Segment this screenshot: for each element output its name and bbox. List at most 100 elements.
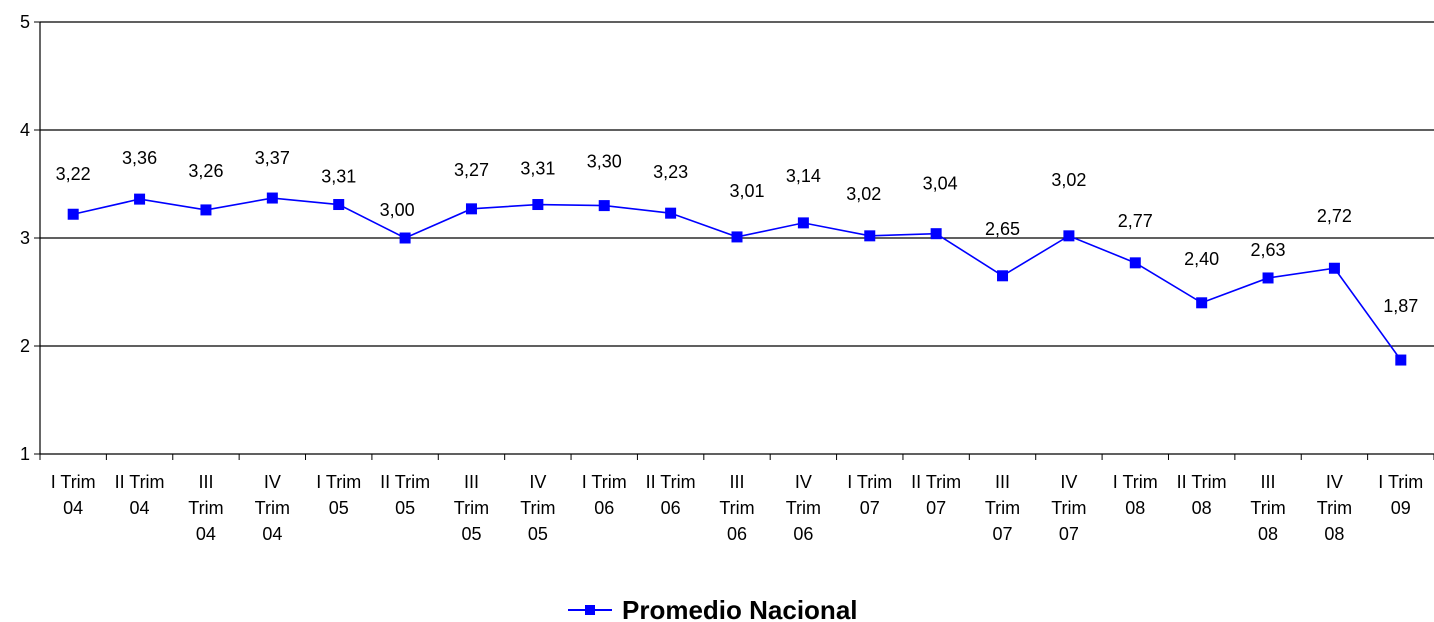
legend-marker-icon — [585, 605, 595, 615]
data-point — [266, 192, 278, 204]
data-labels: 3,22 3,36 3,26 3,37 3,31 3,00 3,27 3,31 3,30 3,23… — [56, 148, 1419, 316]
data-point — [333, 199, 345, 211]
x-tick-label: I Trim 08 — [1113, 472, 1158, 518]
data-label: 3,00 — [380, 200, 415, 220]
x-tick-label-line: Trim — [1051, 498, 1086, 518]
y-tick-label: 2 — [20, 336, 30, 356]
x-tick-label-line: 07 — [860, 498, 880, 518]
x-tick-label-line: I Trim — [847, 472, 892, 492]
x-tick-label-line: Trim — [1317, 498, 1352, 518]
x-tick-label: III Trim 04 — [188, 472, 223, 544]
x-tick-label-line: IV — [795, 472, 812, 492]
data-point — [665, 207, 677, 219]
x-tick-label-line: 08 — [1192, 498, 1212, 518]
x-tick-label: III Trim 05 — [454, 472, 489, 544]
x-tick-label: III Trim 06 — [719, 472, 754, 544]
x-tick-label-line: IV — [1326, 472, 1343, 492]
x-tick-label-line: I Trim — [1113, 472, 1158, 492]
data-point — [399, 232, 411, 244]
x-tick-label: III Trim 07 — [985, 472, 1020, 544]
x-tick-label-line: III — [464, 472, 479, 492]
x-tick-label-line: I Trim — [1378, 472, 1423, 492]
x-tick-label: IV Trim 05 — [520, 472, 555, 544]
data-label: 2,65 — [985, 219, 1020, 239]
data-point — [997, 270, 1009, 282]
data-point — [797, 217, 809, 229]
y-tick-label: 3 — [20, 228, 30, 248]
data-label: 3,22 — [56, 164, 91, 184]
data-label: 3,01 — [729, 181, 764, 201]
data-label: 3,02 — [846, 184, 881, 204]
x-tick-label-line: Trim — [255, 498, 290, 518]
legend: Promedio Nacional — [568, 595, 858, 622]
x-tick-label: I Trim 04 — [51, 472, 96, 518]
x-tick-label-line: 08 — [1258, 524, 1278, 544]
legend-label: Promedio Nacional — [622, 595, 858, 622]
x-tick-label-line: 08 — [1125, 498, 1145, 518]
x-tick-label-line: 07 — [993, 524, 1013, 544]
data-label: 3,26 — [188, 161, 223, 181]
data-label: 3,36 — [122, 148, 157, 168]
data-label: 2,72 — [1317, 206, 1352, 226]
x-tick-label-line: I Trim — [51, 472, 96, 492]
series-promedio-nacional — [67, 192, 1407, 366]
x-tick-label-line: 05 — [395, 498, 415, 518]
x-tick-label: I Trim 05 — [316, 472, 361, 518]
data-label: 3,27 — [454, 160, 489, 180]
data-label: 1,87 — [1383, 296, 1418, 316]
data-point — [532, 199, 544, 211]
x-tick-label-line: III — [198, 472, 213, 492]
x-tick-label-line: Trim — [454, 498, 489, 518]
x-tick-label: II Trim 07 — [911, 472, 961, 518]
x-tick-label-line: 04 — [63, 498, 83, 518]
data-label: 3,04 — [923, 174, 958, 194]
data-point — [1196, 297, 1208, 309]
data-label: 3,14 — [786, 166, 821, 186]
x-tick-label: IV Trim 04 — [255, 472, 290, 544]
x-tick-label-line: II Trim — [1177, 472, 1227, 492]
data-point — [1262, 272, 1274, 284]
data-point — [1328, 262, 1340, 274]
x-tick-label-line: IV — [264, 472, 281, 492]
x-tick-label-line: 08 — [1324, 524, 1344, 544]
x-tick-label-line: II Trim — [911, 472, 961, 492]
data-label: 3,30 — [587, 152, 622, 172]
x-tick-label-line: 06 — [594, 498, 614, 518]
data-point — [200, 204, 212, 216]
data-point — [864, 230, 876, 242]
x-tick-label-line: Trim — [985, 498, 1020, 518]
x-tick-label-line: Trim — [786, 498, 821, 518]
x-tick-label: I Trim 06 — [582, 472, 627, 518]
data-point — [598, 200, 610, 212]
data-label: 2,40 — [1184, 249, 1219, 269]
data-label: 2,77 — [1118, 211, 1153, 231]
x-tick-label: I Trim 09 — [1378, 472, 1423, 518]
x-tick-label-line: 05 — [329, 498, 349, 518]
data-point — [731, 231, 743, 243]
x-tick-label-line: III — [729, 472, 744, 492]
x-tick-label-line: II Trim — [380, 472, 430, 492]
x-tick-label: II Trim 04 — [115, 472, 165, 518]
data-label: 3,02 — [1051, 170, 1086, 190]
x-tick-label-line: IV — [1060, 472, 1077, 492]
x-tick-label: IV Trim 06 — [786, 472, 821, 544]
x-tick-label: IV Trim 08 — [1317, 472, 1352, 544]
x-tick-label: II Trim 06 — [646, 472, 696, 518]
x-tick-label-line: III — [1261, 472, 1276, 492]
x-tick-label-line: 07 — [1059, 524, 1079, 544]
x-tick-label: II Trim 08 — [1177, 472, 1227, 518]
x-tick-label-line: 09 — [1391, 498, 1411, 518]
x-tick-label-line: 04 — [196, 524, 216, 544]
x-tick-label-line: 04 — [130, 498, 150, 518]
x-tick-label: IV Trim 07 — [1051, 472, 1086, 544]
x-tick-label-line: 06 — [661, 498, 681, 518]
x-tick-label-line: III — [995, 472, 1010, 492]
data-point — [67, 208, 79, 220]
x-tick-label-line: Trim — [719, 498, 754, 518]
x-tick-label-line: Trim — [520, 498, 555, 518]
x-tick-label-line: Trim — [1250, 498, 1285, 518]
y-tick-label: 5 — [20, 12, 30, 32]
x-tick-label-line: IV — [529, 472, 546, 492]
